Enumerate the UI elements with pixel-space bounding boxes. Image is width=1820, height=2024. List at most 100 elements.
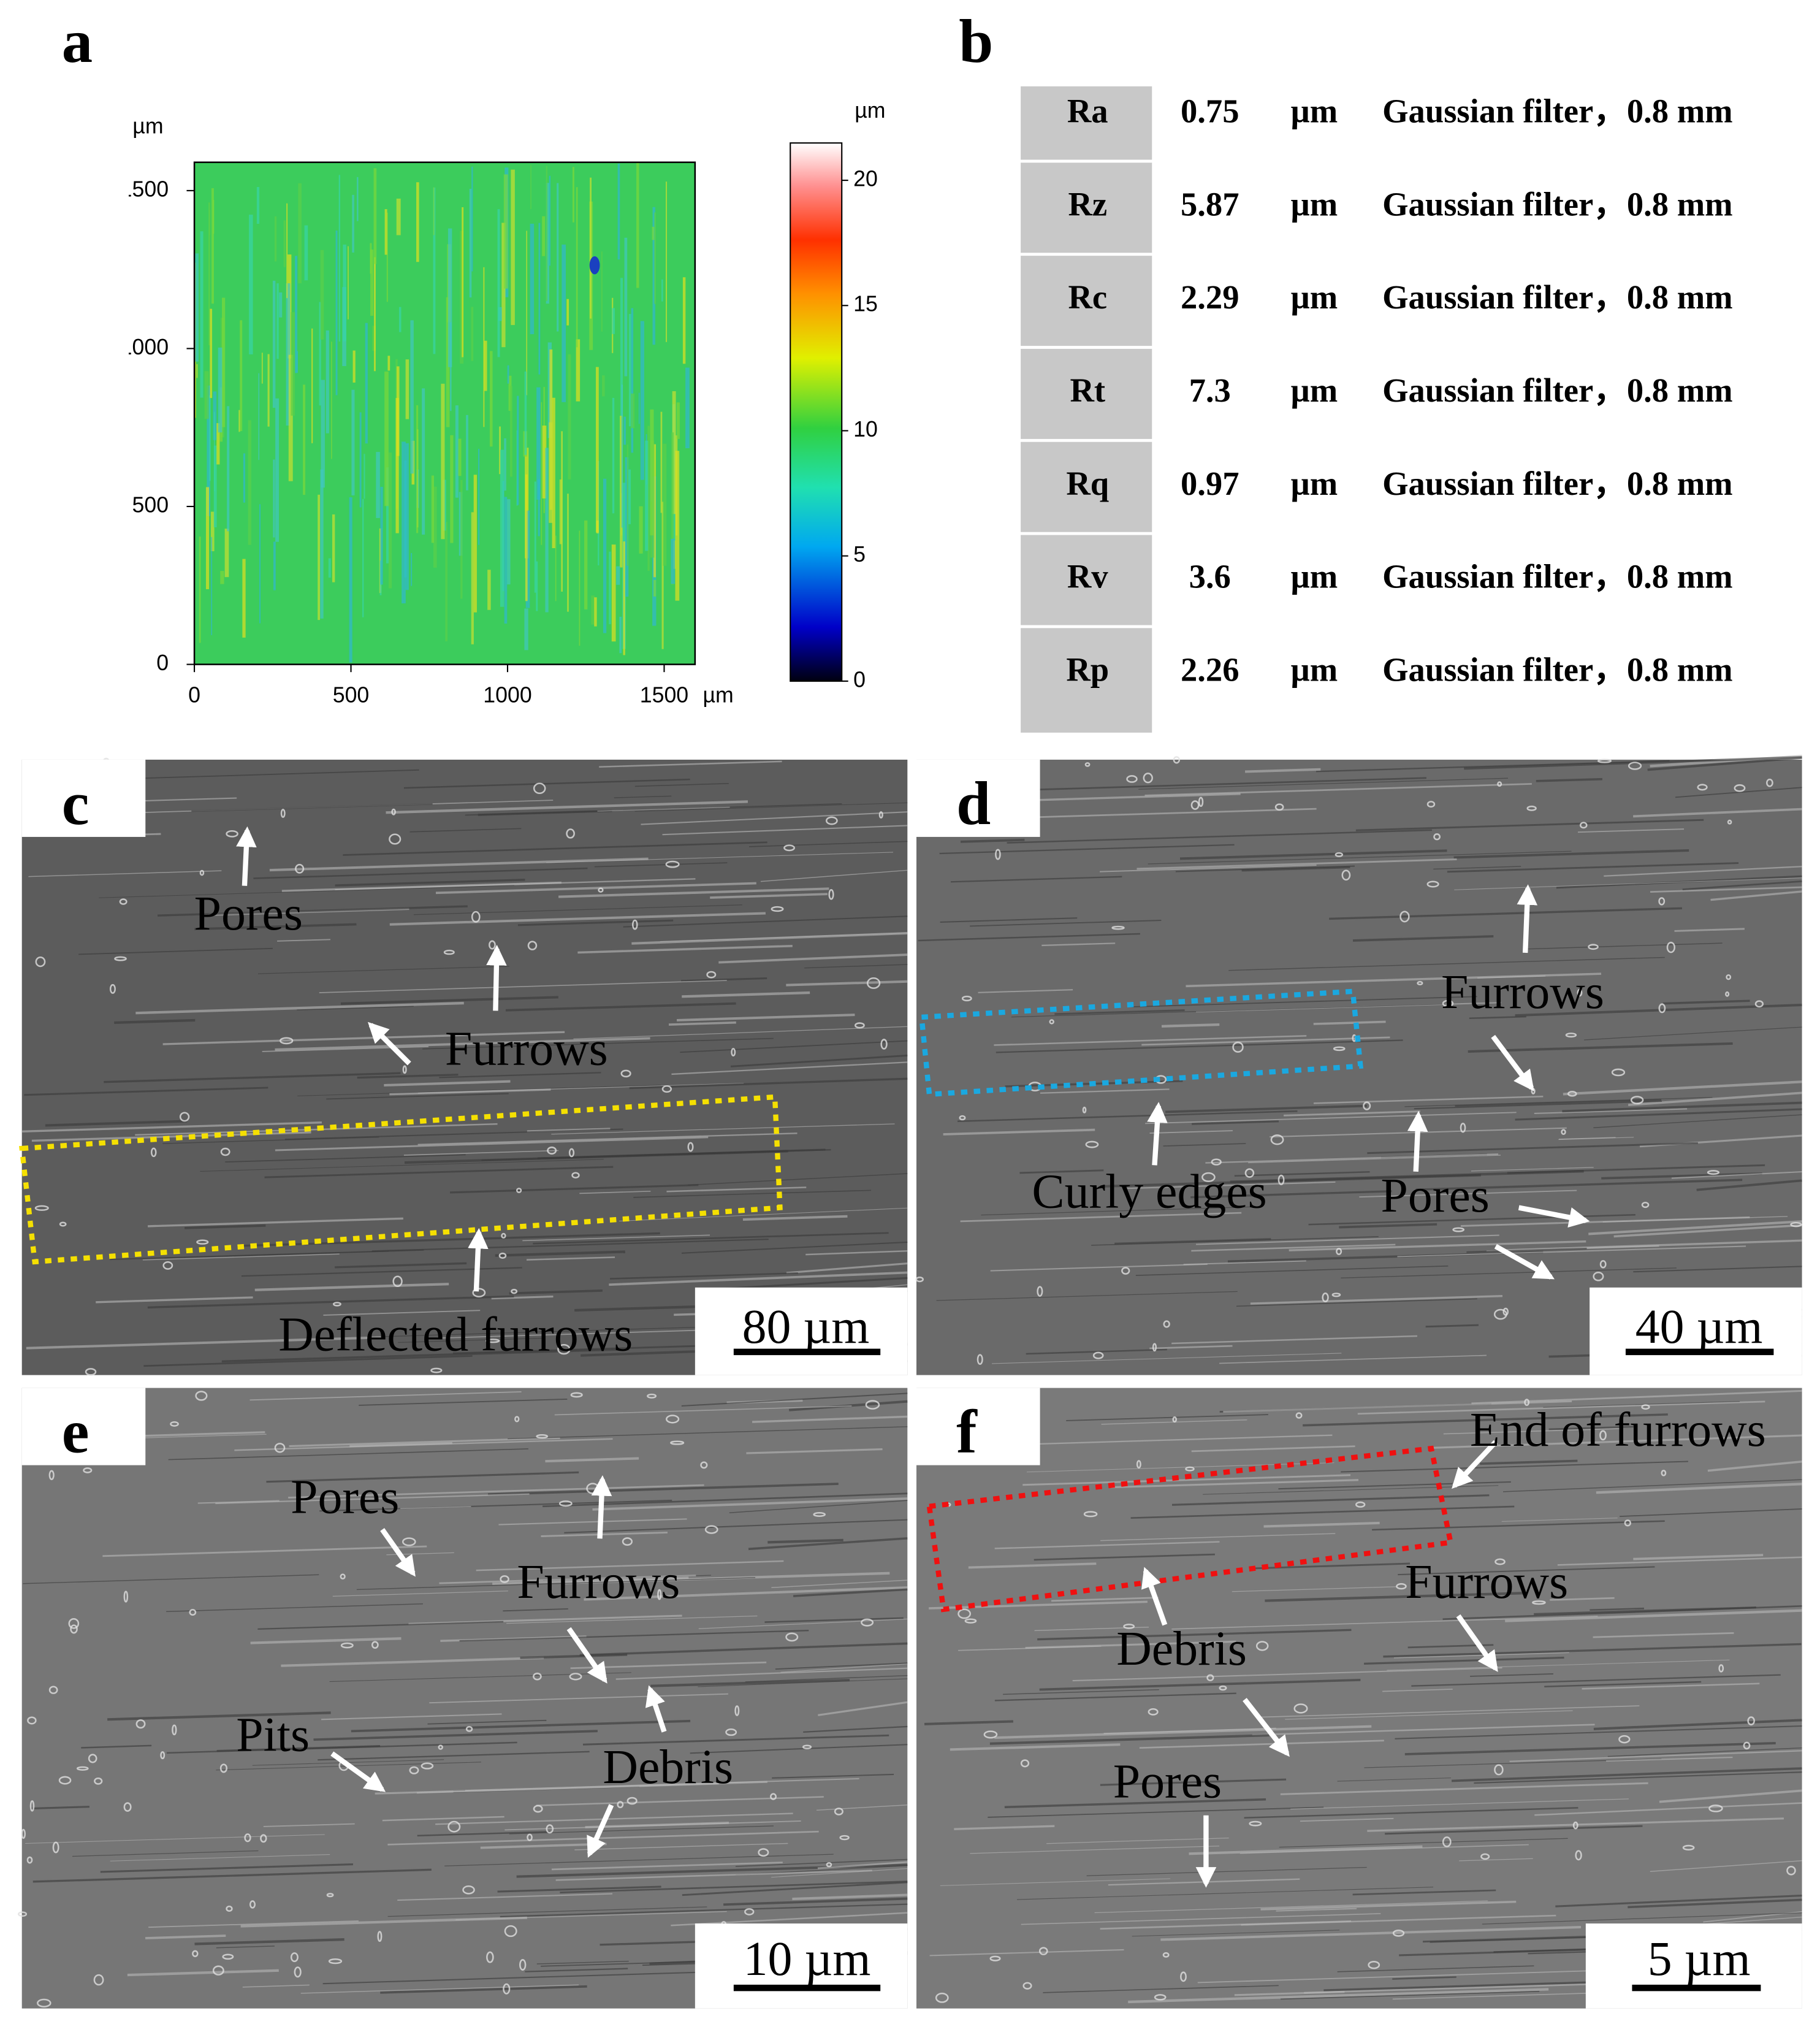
map-streak <box>386 212 388 302</box>
scale-label: 10 µm <box>744 1932 871 1986</box>
panel-e: e Pores Furrows Pits Debris 10 µm <box>17 1388 908 2009</box>
y-tick-label: 1500 <box>120 177 169 201</box>
sem-particle <box>1734 784 1746 792</box>
sem-streak <box>666 1186 807 1193</box>
sem-streak <box>662 825 908 836</box>
sem-particle <box>1163 1320 1170 1328</box>
sem-particle <box>377 1931 383 1942</box>
sem-streak <box>343 841 767 856</box>
sem-particle <box>915 1276 924 1283</box>
sem-particle <box>1084 762 1091 767</box>
sem-streak <box>1534 1802 1802 1816</box>
map-streak <box>384 371 389 506</box>
sem-streak <box>680 1040 908 1053</box>
sem-streak <box>1248 1155 1501 1164</box>
sem-streak <box>551 1123 895 1135</box>
sem-streak <box>978 989 1073 993</box>
sem-particle <box>1049 1019 1054 1025</box>
parameter: Rc <box>1068 278 1107 316</box>
map-streak <box>380 487 383 585</box>
sem-particle <box>472 1288 486 1298</box>
sem-particle <box>1597 758 1612 763</box>
sem-particle <box>1417 980 1423 986</box>
sem-streak <box>1503 1479 1802 1492</box>
sem-streak <box>1364 1656 1564 1665</box>
sem-particle <box>88 1754 97 1763</box>
sem-particle <box>226 1905 233 1912</box>
sem-particle <box>861 1618 874 1627</box>
colorbar-unit: µm <box>855 98 885 123</box>
sem-streak <box>1453 849 1689 859</box>
map-streak <box>562 244 566 402</box>
sem-streak <box>1138 777 1509 790</box>
sem-streak <box>500 1903 908 1918</box>
sem-particle <box>866 977 881 989</box>
map-streak <box>352 350 356 383</box>
sem-streak <box>1392 1992 1594 2000</box>
sem-streak <box>1357 1400 1765 1415</box>
sem-streak <box>297 1085 661 1096</box>
value: 5.87 <box>1181 185 1239 223</box>
table-cell <box>1021 162 1152 253</box>
sem-particle <box>1661 1470 1667 1476</box>
map-streak <box>623 541 625 655</box>
sem-particle <box>21 1828 26 1839</box>
sem-particle <box>465 1726 473 1732</box>
arrow <box>380 1528 416 1577</box>
sem-streak <box>1004 1798 1266 1809</box>
sem-particle <box>961 995 972 1002</box>
sem-streak <box>335 1262 467 1269</box>
sem-particle <box>1743 1741 1751 1750</box>
sem-particle <box>935 1992 949 2003</box>
unit: µm <box>1290 185 1338 223</box>
sem-streak <box>599 760 782 768</box>
sem-streak <box>745 1675 908 1682</box>
sem-streak <box>1628 1898 1802 1909</box>
height-map <box>194 162 695 665</box>
sem-streak <box>413 904 742 915</box>
sem-streak <box>335 879 525 887</box>
sem-streak <box>634 802 908 812</box>
sem-streak <box>147 1295 514 1309</box>
sem-streak <box>1650 886 1802 893</box>
map-streak <box>238 410 240 432</box>
sem-streak <box>994 1725 1372 1739</box>
map-streak <box>335 230 338 395</box>
sem-streak <box>135 1001 464 1015</box>
sem-streak <box>509 1289 603 1295</box>
sem-streak <box>1372 1520 1665 1531</box>
sem-particle <box>1270 1134 1284 1145</box>
sem-particle <box>734 1705 740 1716</box>
map-streak <box>545 448 549 613</box>
sem-streak <box>924 1720 1013 1725</box>
sem-streak <box>634 782 729 787</box>
sem-streak <box>960 1212 1242 1223</box>
map-streak <box>242 559 246 638</box>
sem-particle <box>430 1367 443 1373</box>
sem-streak <box>525 1968 628 1972</box>
sem-streak <box>1003 1434 1333 1446</box>
sem-streak <box>1066 1414 1268 1421</box>
sem-particle <box>280 809 286 818</box>
sem-streak <box>574 1843 788 1850</box>
sem-streak <box>145 1934 226 1939</box>
sem-particle <box>170 1421 179 1427</box>
scale-box <box>1585 1923 1802 2009</box>
sem-particle <box>995 849 1001 860</box>
sem-streak <box>1459 1858 1533 1862</box>
sem-particle <box>511 1288 518 1294</box>
sem-streak <box>216 1744 381 1752</box>
arrow <box>486 944 507 1011</box>
sem-streak <box>775 1662 908 1670</box>
map-streak <box>652 226 655 240</box>
sem-streak <box>1425 1324 1479 1328</box>
map-streak <box>661 279 663 302</box>
sem-streak <box>1086 1866 1367 1876</box>
map-streak <box>221 297 226 427</box>
annotation: Furrows <box>1441 965 1604 1019</box>
sem-particle <box>834 1808 843 1816</box>
unit: µm <box>1290 558 1338 595</box>
sem-streak <box>1607 1747 1802 1757</box>
sem-streak <box>257 966 509 974</box>
map-streak <box>489 351 493 447</box>
